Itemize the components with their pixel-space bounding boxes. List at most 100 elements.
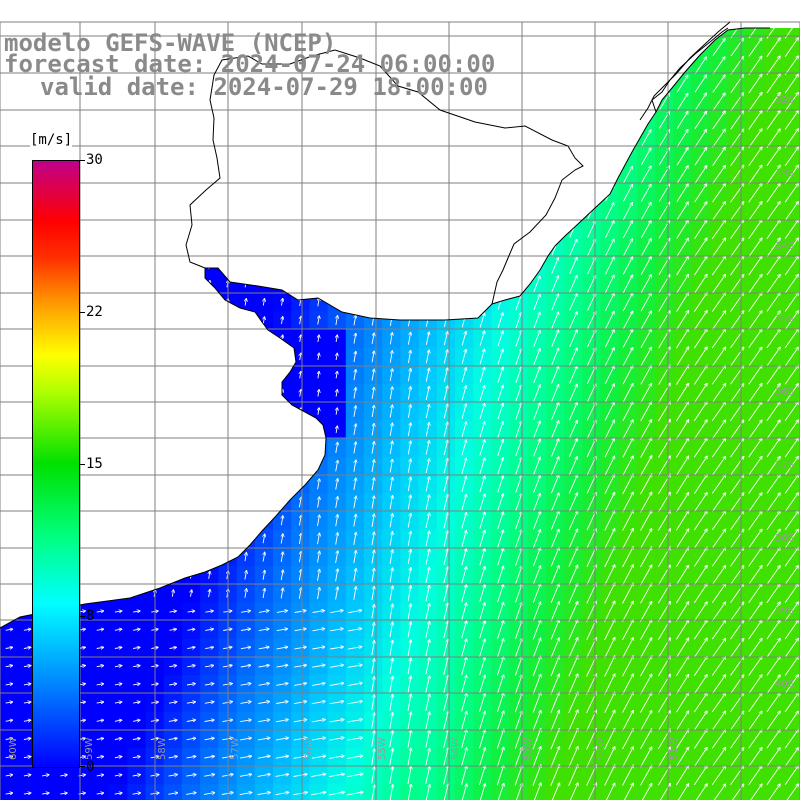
field-cell — [382, 183, 401, 203]
wind-arrow — [479, 186, 484, 200]
wind-arrow — [444, 133, 448, 145]
wind-arrow — [191, 481, 192, 488]
wind-arrow — [100, 408, 101, 415]
wind-arrow — [172, 408, 173, 415]
wind-arrow — [209, 463, 210, 470]
wind-arrow — [623, 58, 632, 74]
field-cell — [254, 111, 274, 130]
field-cell — [709, 784, 729, 800]
wind-arrow — [300, 190, 301, 197]
wind-arrow — [172, 572, 173, 579]
wind-arrow — [136, 281, 137, 288]
field-cell — [91, 202, 110, 221]
field-cell — [418, 111, 438, 130]
field-cell — [254, 420, 274, 440]
wind-arrow — [641, 39, 651, 56]
field-cell — [254, 511, 274, 531]
field-cell — [527, 256, 547, 276]
field-cell — [72, 784, 92, 800]
field-cell — [0, 202, 19, 221]
wind-arrow — [27, 335, 28, 342]
field-cell — [455, 129, 474, 148]
field-cell — [127, 238, 147, 258]
field-cell — [491, 238, 511, 258]
wind-arrow — [409, 188, 411, 199]
wind-arrow — [282, 190, 283, 197]
wind-arrow — [408, 278, 411, 290]
wind-arrow — [426, 169, 429, 181]
field-cell — [364, 111, 383, 130]
field-cell — [273, 420, 292, 440]
wind-arrow — [282, 117, 283, 124]
field-cell — [546, 202, 565, 221]
wind-arrow — [245, 117, 246, 124]
wind-arrow — [372, 297, 374, 308]
field-cell — [127, 329, 147, 349]
field-cell — [182, 420, 201, 440]
field-cell — [0, 274, 19, 294]
wind-arrow — [136, 226, 137, 233]
wind-arrow — [136, 463, 137, 470]
wind-arrow — [100, 190, 101, 197]
field-cell — [0, 420, 19, 440]
wind-arrow — [209, 517, 210, 524]
field-cell — [127, 311, 147, 330]
field-cell — [91, 529, 110, 549]
field-cell — [72, 129, 92, 148]
field-cell — [0, 92, 19, 112]
wind-arrow — [100, 353, 101, 361]
field-cell — [600, 74, 620, 94]
field-cell — [91, 238, 110, 258]
wind-arrow — [336, 280, 338, 289]
wind-arrow — [191, 517, 192, 524]
wind-arrow — [100, 572, 101, 579]
wind-arrow — [263, 244, 264, 251]
field-cell — [200, 238, 219, 258]
wind-arrow — [318, 280, 319, 289]
field-cell — [309, 456, 329, 476]
wind-arrow — [373, 28, 374, 33]
field-cell — [254, 147, 274, 167]
wind-arrow — [191, 335, 192, 342]
field-cell — [109, 311, 128, 330]
field-cell — [436, 111, 456, 130]
wind-arrow — [318, 189, 319, 197]
wind-arrow — [408, 224, 411, 235]
field-cell — [127, 202, 147, 221]
field-cell — [582, 165, 602, 185]
wind-arrow — [136, 117, 137, 124]
field-cell — [273, 202, 292, 221]
wind-arrow — [191, 426, 192, 433]
field-cell — [564, 74, 583, 94]
wind-arrow — [27, 171, 28, 179]
field-cell — [473, 238, 492, 258]
field-cell — [637, 56, 656, 76]
field-cell — [163, 438, 183, 458]
field-cell — [473, 147, 492, 167]
wind-arrow — [569, 113, 576, 128]
field-cell — [418, 238, 438, 258]
field-cell — [127, 402, 147, 421]
field-cell — [546, 56, 565, 76]
wind-arrow — [209, 426, 210, 433]
field-cell — [764, 28, 784, 39]
field-cell — [400, 274, 420, 294]
field-cell — [327, 220, 347, 239]
field-cell — [0, 256, 19, 276]
wind-arrow — [498, 96, 503, 109]
field-cell — [582, 74, 602, 94]
field-cell — [200, 274, 219, 294]
wind-arrow — [191, 281, 192, 288]
wind-arrow — [136, 317, 137, 324]
field-cell — [36, 784, 56, 800]
field-cell — [0, 311, 19, 330]
wind-arrow — [81, 353, 82, 361]
field-cell — [309, 111, 329, 130]
wind-arrow — [136, 517, 137, 524]
field-cell — [0, 475, 19, 494]
field-cell — [618, 147, 638, 167]
wind-arrow — [390, 188, 392, 198]
wind-arrow — [569, 203, 577, 220]
colorbar-tick — [80, 160, 85, 161]
field-cell — [163, 456, 183, 476]
